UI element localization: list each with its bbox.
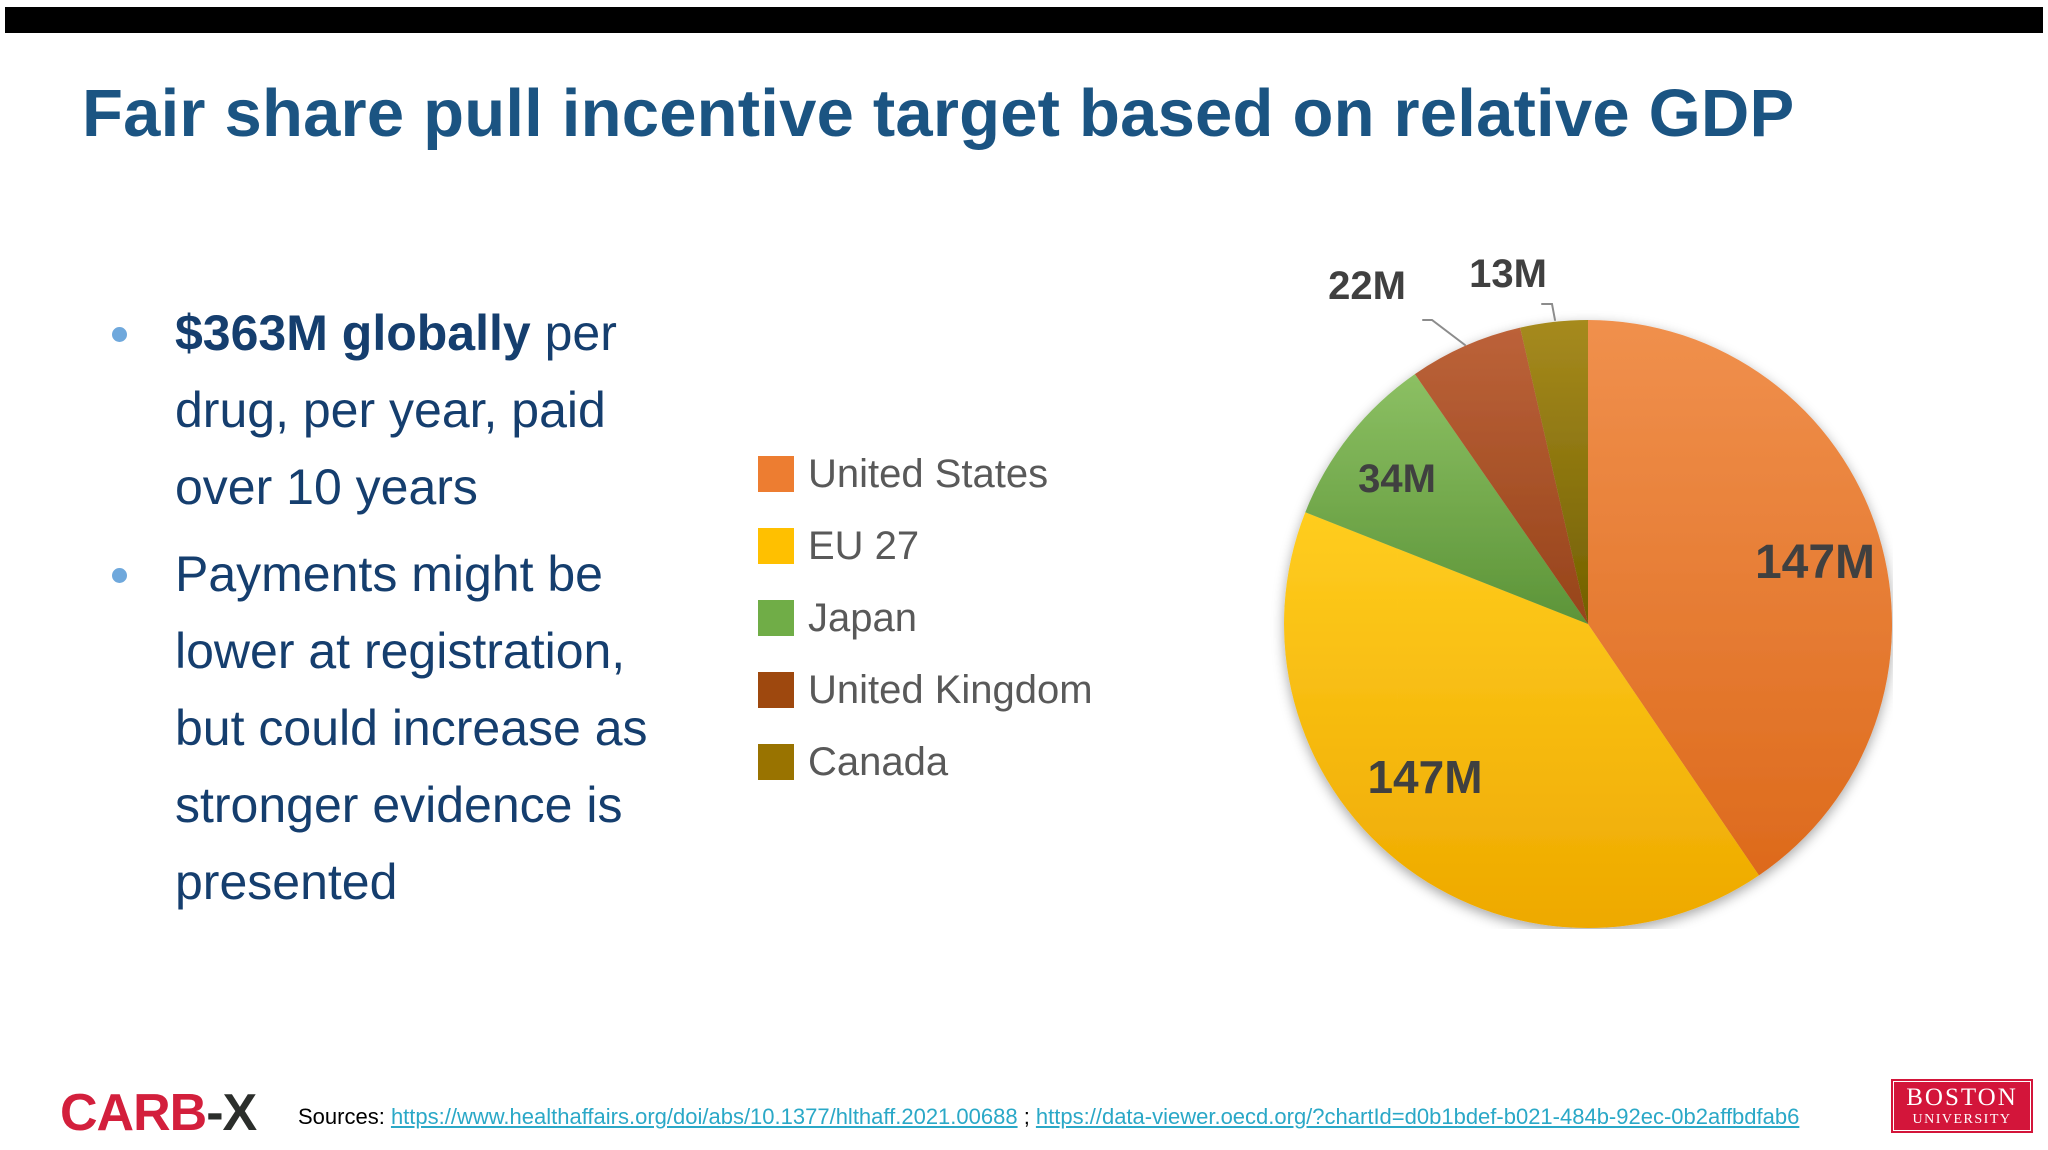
- svg-text:147M: 147M: [1755, 536, 1875, 589]
- svg-text:22M: 22M: [1328, 264, 1406, 308]
- svg-text:13M: 13M: [1469, 259, 1547, 296]
- svg-text:147M: 147M: [1367, 751, 1482, 803]
- svg-text:34M: 34M: [1358, 457, 1436, 501]
